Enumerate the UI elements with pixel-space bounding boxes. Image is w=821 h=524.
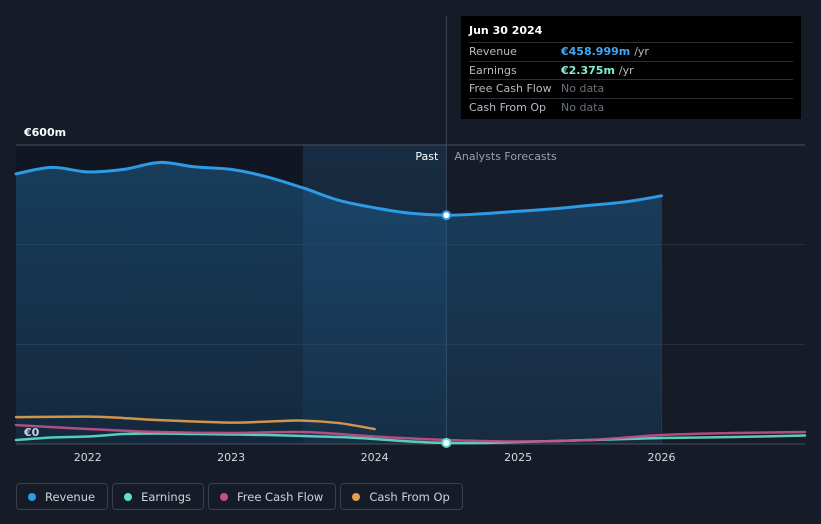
tooltip-label: Cash From Op bbox=[469, 100, 547, 114]
tooltip-label: Earnings bbox=[469, 63, 517, 77]
tooltip-value: €458.999m bbox=[561, 45, 631, 59]
legend-label: Free Cash Flow bbox=[237, 489, 324, 504]
tooltip-row-earnings: Earnings €2.375m /yr bbox=[469, 60, 793, 80]
tooltip-value: €2.375m bbox=[561, 63, 615, 77]
x-tick-label: 2023 bbox=[217, 451, 245, 464]
x-tick-label: 2025 bbox=[504, 451, 532, 464]
tooltip-row-cash-from-op: Cash From Op No data bbox=[469, 97, 793, 117]
highlight-point-revenue bbox=[441, 210, 452, 221]
x-tick-label: 2022 bbox=[74, 451, 102, 464]
series-area-revenue bbox=[16, 162, 662, 445]
tooltip-row-revenue: Revenue €458.999m /yr bbox=[469, 42, 793, 61]
tooltip-unit: /yr bbox=[618, 63, 634, 77]
legend-dot-icon bbox=[220, 492, 228, 501]
legend-dot-icon bbox=[28, 492, 36, 501]
series-line-cash-from-op bbox=[14, 415, 376, 431]
legend-item-cash-from-op[interactable]: Cash From Op bbox=[340, 483, 463, 510]
highlight-point-earnings bbox=[441, 437, 452, 448]
tooltip-row-free-cash-flow: Free Cash Flow No data bbox=[469, 79, 793, 98]
forecast-label: Analysts Forecasts bbox=[454, 150, 557, 163]
legend-item-earnings[interactable]: Earnings bbox=[112, 483, 204, 510]
tooltip-unit: /yr bbox=[634, 45, 649, 59]
x-tick-label: 2024 bbox=[361, 451, 389, 464]
chart-area: €600m€0PastAnalysts Forecasts20222023202… bbox=[14, 16, 807, 464]
tooltip-value: No data bbox=[561, 82, 605, 96]
legend-item-revenue[interactable]: Revenue bbox=[16, 483, 109, 510]
series-line-free-cash-flow bbox=[14, 423, 807, 443]
legend-dot-icon bbox=[124, 492, 133, 501]
legend-label: Cash From Op bbox=[369, 489, 450, 504]
tooltip: Jun 30 2024 Revenue €458.999m /yr Earnin… bbox=[461, 16, 801, 119]
series-line-revenue bbox=[14, 160, 664, 217]
past-label: Past bbox=[415, 150, 439, 163]
legend-dot-icon bbox=[352, 492, 361, 501]
x-tick-label: 2026 bbox=[648, 451, 676, 464]
chart-legend: Revenue Earnings Free Cash Flow Cash Fro… bbox=[16, 483, 463, 510]
legend-label: Revenue bbox=[45, 489, 96, 504]
y-axis-top-label: €600m bbox=[23, 126, 66, 139]
tooltip-date: Jun 30 2024 bbox=[469, 24, 543, 37]
legend-item-free-cash-flow[interactable]: Free Cash Flow bbox=[208, 483, 337, 510]
tooltip-label: Free Cash Flow bbox=[469, 82, 552, 96]
legend-label: Earnings bbox=[141, 489, 191, 504]
tooltip-value: No data bbox=[561, 100, 605, 114]
tooltip-label: Revenue bbox=[469, 45, 517, 59]
